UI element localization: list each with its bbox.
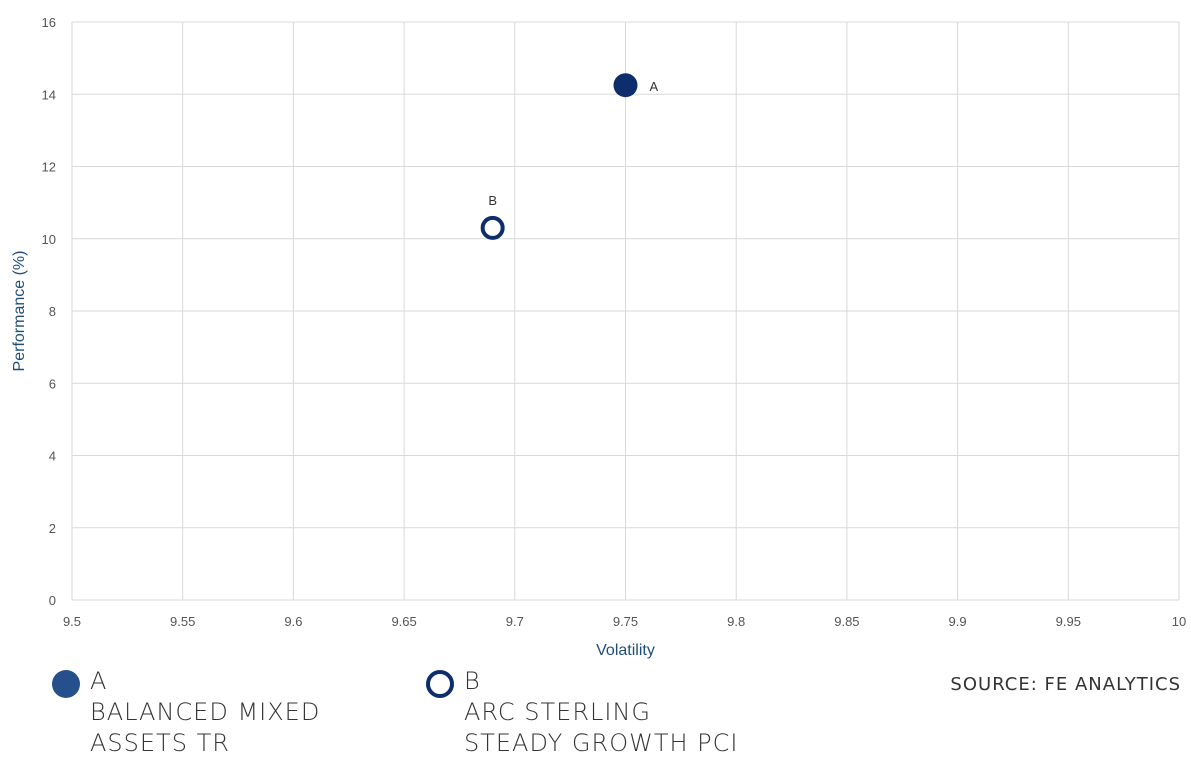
- legend-letter: A: [90, 667, 108, 695]
- data-point-a: [613, 73, 638, 98]
- y-tick-label: 14: [42, 87, 56, 102]
- x-tick-label: 9.65: [391, 614, 416, 629]
- y-axis-ticks: 0 2 4 6 8 10 12 14 16: [42, 15, 56, 608]
- y-tick-label: 4: [49, 449, 56, 464]
- y-tick-label: 8: [49, 304, 56, 319]
- data-point-b: [480, 215, 505, 240]
- x-tick-label: 9.95: [1056, 614, 1081, 629]
- chart-points: AB: [480, 73, 659, 240]
- legend-name-line2: ASSETS TR: [90, 729, 230, 757]
- x-axis-title: Volatility: [596, 642, 655, 659]
- legend-name-line1: BALANCED MIXED: [90, 698, 321, 726]
- x-tick-label: 9.6: [284, 614, 302, 629]
- hollow-circle-icon: [426, 670, 454, 698]
- data-point-label: B: [488, 193, 497, 208]
- x-tick-label: 10: [1172, 614, 1186, 629]
- legend-label-a: A BALANCED MIXED ASSETS TR: [90, 666, 320, 759]
- legend-name-line2: STEADY GROWTH PCI: [464, 729, 739, 757]
- y-tick-label: 16: [42, 15, 56, 30]
- source-note: SOURCE: FE ANALYTICS: [950, 674, 1181, 695]
- y-tick-label: 6: [49, 376, 56, 391]
- legend-label-b: B ARC STERLING STEADY GROWTH PCI: [464, 666, 738, 759]
- x-tick-label: 9.8: [727, 614, 745, 629]
- chart-gridlines: [71, 21, 1180, 601]
- x-tick-label: 9.5: [63, 614, 81, 629]
- legend-name-line1: ARC STERLING: [464, 698, 652, 726]
- filled-circle-icon: [52, 670, 80, 698]
- x-axis-ticks: 9.5 9.55 9.6 9.65 9.7 9.75 9.8 9.85 9.9 9.95 10: [63, 614, 1186, 629]
- y-axis-title: Performance (%): [11, 251, 28, 372]
- x-tick-label: 9.75: [613, 614, 638, 629]
- y-tick-label: 2: [49, 521, 56, 536]
- legend-letter: B: [464, 667, 481, 695]
- data-point-label: A: [650, 79, 659, 94]
- y-tick-label: 0: [49, 593, 56, 608]
- x-tick-label: 9.85: [834, 614, 859, 629]
- x-tick-label: 9.9: [949, 614, 967, 629]
- scatter-chart: 9.5 9.55 9.6 9.65 9.7 9.75 9.8 9.85 9.9 9.95 10 0 2…: [11, 15, 1186, 659]
- y-tick-label: 10: [42, 232, 56, 247]
- x-tick-label: 9.55: [170, 614, 195, 629]
- x-tick-label: 9.7: [506, 614, 524, 629]
- y-tick-label: 12: [42, 160, 56, 175]
